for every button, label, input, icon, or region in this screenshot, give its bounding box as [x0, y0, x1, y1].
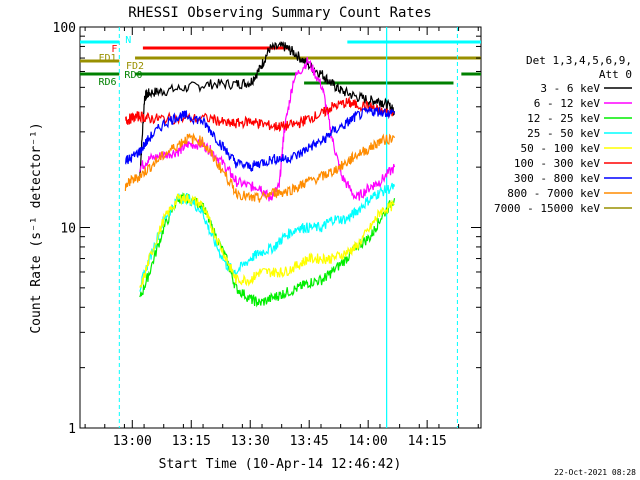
x-axis-label: Start Time (10-Apr-14 12:46:42)	[159, 457, 402, 472]
legend-label: 7000 - 15000 keV	[494, 202, 600, 215]
flag-label: FD2	[126, 61, 144, 72]
legend-label: 300 - 800 keV	[514, 172, 600, 185]
flag-bar	[461, 72, 481, 76]
date-stamp: 22-Oct-2021 08:28	[554, 468, 636, 477]
flag-label: RD6	[98, 77, 116, 88]
flag-label: RD0	[124, 70, 142, 81]
flag-bar	[80, 59, 120, 63]
flag-bar	[135, 56, 481, 60]
legend-label: 800 - 7000 keV	[507, 187, 600, 200]
flag-bar	[80, 72, 120, 76]
legend: Det 1,3,4,5,6,9, Att 0 3 - 6 keV 6 - 12 k…	[494, 54, 632, 215]
legend-label: 6 - 12 keV	[534, 97, 601, 110]
legend-header-line-1: Det 1,3,4,5,6,9,	[526, 54, 632, 67]
chart-title: RHESSI Observing Summary Count Rates	[128, 5, 431, 21]
flag-label: FD1	[98, 53, 116, 64]
series-line	[139, 182, 396, 292]
flag-bar	[347, 40, 481, 44]
legend-label: 50 - 100 keV	[521, 142, 601, 155]
y-axis-ticks: 1 10 100	[53, 21, 481, 437]
x-tick-label: 14:15	[408, 434, 447, 449]
flag-label: F	[111, 44, 117, 55]
series-line	[125, 96, 396, 133]
vertical-markers	[118, 27, 458, 428]
series-line	[139, 41, 396, 177]
x-axis-ticks: 13:00 13:15 13:30 13:45 14:00 14:15	[84, 27, 479, 449]
series-line	[139, 57, 396, 202]
flag-bar	[142, 46, 289, 50]
flag-bar	[135, 72, 297, 76]
x-tick-label: 13:00	[113, 434, 152, 449]
plot-frame	[79, 26, 482, 429]
y-tick-label: 100	[53, 21, 76, 36]
x-tick-label: 13:45	[290, 434, 329, 449]
y-tick-label: 1	[68, 422, 76, 437]
legend-label: 3 - 6 keV	[540, 82, 600, 95]
x-tick-label: 14:00	[349, 434, 388, 449]
legend-label: 100 - 300 keV	[514, 157, 600, 170]
x-tick-label: 13:30	[231, 434, 270, 449]
legend-label: 25 - 50 keV	[527, 127, 600, 140]
flag-label: N	[125, 35, 131, 46]
series-layer	[124, 41, 396, 308]
y-axis-label: Count Rate (s⁻¹ detector⁻¹)	[29, 122, 44, 333]
flag-bar	[80, 40, 120, 44]
legend-header-line-2: Att 0	[599, 68, 632, 81]
y-tick-label: 10	[60, 222, 76, 237]
x-tick-label: 13:15	[172, 434, 211, 449]
series-line	[125, 106, 396, 172]
series-line	[139, 193, 395, 289]
series-line	[124, 132, 396, 203]
legend-label: 12 - 25 keV	[527, 112, 600, 125]
flag-bar	[304, 81, 454, 85]
